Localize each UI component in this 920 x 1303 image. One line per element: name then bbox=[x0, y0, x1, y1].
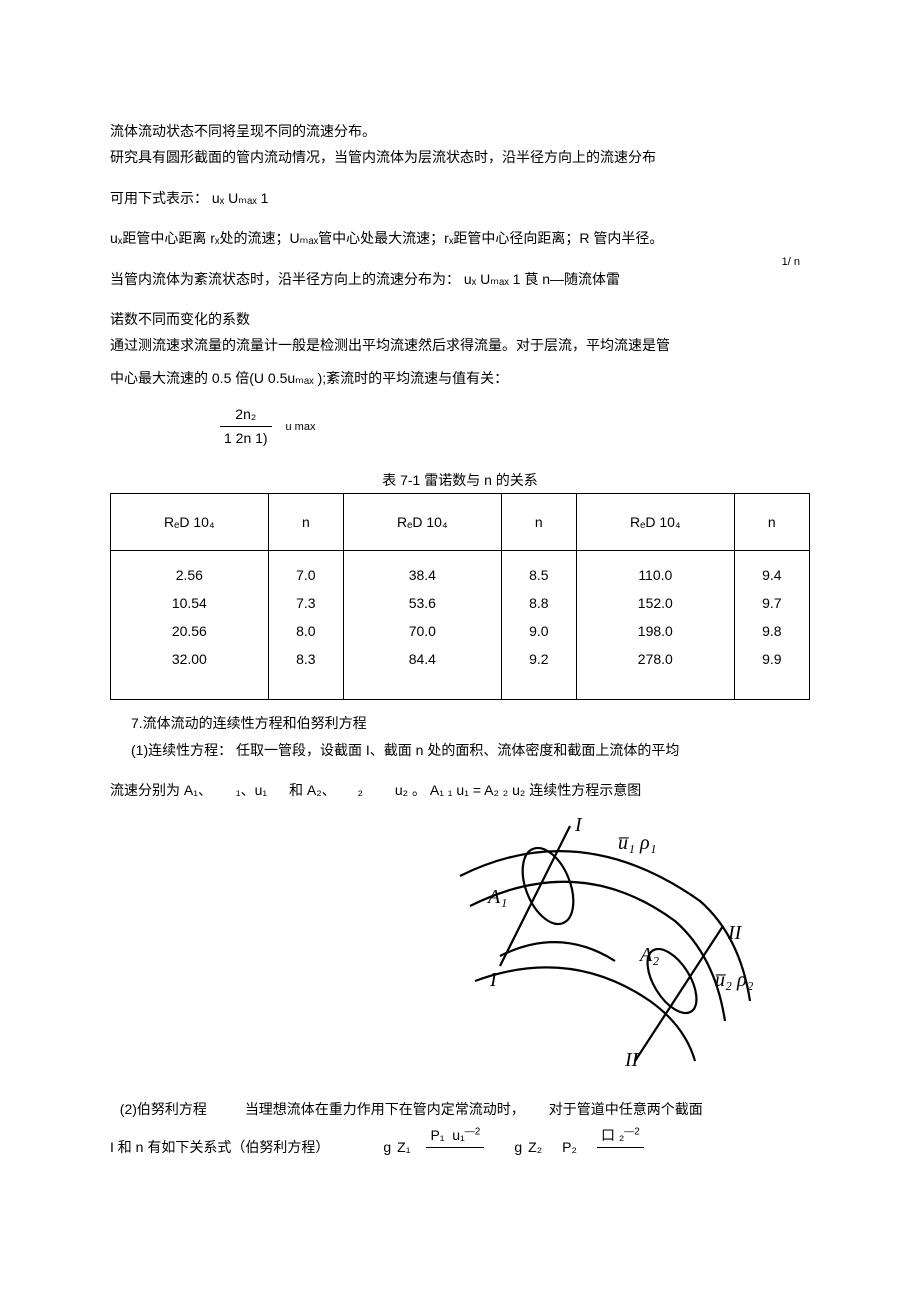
cont2-c: 和 A₂、 bbox=[289, 782, 336, 798]
para-5-formula: uₓ Uₘₐₓ 1 茛 n—随流体雷 bbox=[464, 271, 620, 287]
cell: 20.56 bbox=[172, 623, 207, 639]
cell: 84.4 bbox=[409, 651, 436, 667]
cell: 8.0 bbox=[296, 623, 315, 639]
eq-g1: g bbox=[383, 1136, 391, 1158]
cell: 9.7 bbox=[762, 595, 781, 611]
cell: 38.4 bbox=[409, 567, 436, 583]
eq-p1: P₁ bbox=[430, 1127, 444, 1143]
th-n-1: n bbox=[268, 494, 343, 551]
section-7-title: 7.流体流动的连续性方程和伯努利方程 bbox=[110, 712, 810, 734]
table-caption: 表 7-1 雷诺数与 n 的关系 bbox=[110, 469, 810, 491]
bern-a: (2)伯努利方程 bbox=[120, 1101, 207, 1117]
cell: 32.00 bbox=[172, 651, 207, 667]
eq-u1: u₁ bbox=[452, 1127, 465, 1143]
formula-num: 2n₂ bbox=[220, 403, 272, 426]
cell: 8.8 bbox=[529, 595, 548, 611]
th-red-2: RₑD 10₄ bbox=[343, 494, 501, 551]
cell: 278.0 bbox=[638, 651, 673, 667]
cont2-d: ₂ bbox=[358, 782, 363, 798]
label-A2: A₂ bbox=[638, 944, 659, 966]
para-5-pre: 当管内流体为紊流状态时，沿半径方向上的流速分布为： bbox=[110, 271, 460, 287]
eq-sup1: —2 bbox=[465, 1127, 481, 1138]
continuity-2: 流速分别为 A₁、 ₁、u₁ 和 A₂、 ₂ u₂ 。 A₁ ₁ u₁ = A₂… bbox=[110, 779, 810, 801]
label-A1: A₁ bbox=[486, 886, 507, 908]
para-5: 当管内流体为紊流状态时，沿半径方向上的流速分布为： uₓ Uₘₐₓ 1 茛 n—… bbox=[110, 268, 810, 290]
eq-z1: Z₁ bbox=[397, 1136, 410, 1158]
para-1: 流体流动状态不同将呈现不同的流速分布。 bbox=[110, 120, 810, 142]
label-II-bottom: II bbox=[624, 1049, 640, 1071]
continuity-diagram-wrap: I A₁ u̅₁ ρ₁ I A₂ II u̅₂ ρ₂ II bbox=[110, 811, 810, 1077]
cell: 70.0 bbox=[409, 623, 436, 639]
para-5-sup: 1/ n bbox=[782, 254, 800, 272]
eq-box2: 口 ₂ bbox=[601, 1127, 624, 1143]
cell: 10.54 bbox=[172, 595, 207, 611]
bern-eq-right: g Z₂ P₂ 口 ₂—2 bbox=[514, 1124, 643, 1170]
cell: 7.3 bbox=[296, 595, 315, 611]
cont2-a: 流速分别为 A₁、 bbox=[110, 782, 212, 798]
para-7: 通过测流速求流量的流量计一般是检测出平均流速然后求得流量。对于层流，平均流速是管 bbox=[110, 334, 810, 356]
cell: 9.0 bbox=[529, 623, 548, 639]
label-I-bottom: I bbox=[489, 969, 498, 991]
para-3-pre: 可用下式表示： bbox=[110, 190, 208, 206]
para-4: uₓ距管中心距离 rₓ处的流速；Uₘₐₓ管中心处最大流速；rₓ距管中心径向距离；… bbox=[110, 227, 810, 249]
bern-c: 对于管道中任意两个截面 bbox=[549, 1101, 703, 1117]
label-II-right: II bbox=[727, 922, 743, 944]
formula-den: 1 2n 1) bbox=[220, 427, 272, 449]
cont2-b: ₁、u₁ bbox=[236, 782, 267, 798]
cell: 2.56 bbox=[176, 567, 203, 583]
table-row: 2.56 10.54 20.56 32.00 7.0 7.3 8.0 8.3 38.4 53.… bbox=[111, 551, 810, 700]
label-I-top: I bbox=[574, 814, 583, 836]
reynolds-table: RₑD 10₄ n RₑD 10₄ n RₑD 10₄ n 2.5610.542… bbox=[110, 493, 810, 700]
cell: 110.0 bbox=[638, 567, 672, 583]
cont2-e: u₂ 。 A₁ ₁ u₁ = A₂ ₂ u₂ 连续性方程示意图 bbox=[395, 782, 641, 798]
para-8: 中心最大流速的 0.5 倍(U 0.5uₘₐₓ );紊流时的平均流速与值有关： bbox=[110, 367, 810, 389]
continuity-diagram: I A₁ u̅₁ ρ₁ I A₂ II u̅₂ ρ₂ II bbox=[440, 811, 770, 1071]
label-u1rho1: u̅₁ ρ₁ bbox=[618, 832, 657, 854]
eq-z2: Z₂ bbox=[528, 1136, 542, 1158]
bern-2a: I 和 n 有如下关系式（伯努利方程） bbox=[110, 1136, 329, 1158]
para-3-formula: uₓ Uₘₐₓ 1 bbox=[212, 190, 269, 206]
cell: 9.4 bbox=[762, 567, 781, 583]
bernoulli-1: (2)伯努利方程 当理想流体在重力作用下在管内定常流动时， 对于管道中任意两个截… bbox=[110, 1098, 810, 1120]
th-n-2: n bbox=[501, 494, 576, 551]
th-red-1: RₑD 10₄ bbox=[111, 494, 269, 551]
cell: 152.0 bbox=[638, 595, 673, 611]
para-6: 诺数不同而变化的系数 bbox=[110, 308, 810, 330]
eq-sup2: —2 bbox=[624, 1127, 640, 1138]
cell: 9.9 bbox=[762, 651, 781, 667]
eq-p2: P₂ bbox=[562, 1136, 577, 1158]
bern-b: 当理想流体在重力作用下在管内定常流动时， bbox=[245, 1101, 525, 1117]
cell: 9.2 bbox=[529, 651, 548, 667]
cell: 8.5 bbox=[529, 567, 548, 583]
cell: 9.8 bbox=[762, 623, 781, 639]
cell: 198.0 bbox=[638, 623, 673, 639]
cell: 7.0 bbox=[296, 567, 315, 583]
th-red-3: RₑD 10₄ bbox=[576, 494, 734, 551]
eq-g2: g bbox=[514, 1136, 522, 1158]
cell: 53.6 bbox=[409, 595, 436, 611]
bernoulli-2: I 和 n 有如下关系式（伯努利方程） gZ₁ P₁ u₁—2 gZ₂ P₂ 口… bbox=[110, 1124, 810, 1170]
formula-avg-velocity: 2n₂ 1 2n 1) u max bbox=[220, 403, 810, 449]
th-n-3: n bbox=[734, 494, 809, 551]
label-u2rho2: u̅₂ ρ₂ bbox=[715, 969, 754, 991]
bern-eq-left: g Z₁ P₁ u₁—2 bbox=[383, 1124, 484, 1170]
formula-tail: u max bbox=[285, 421, 315, 433]
para-2: 研究具有圆形截面的管内流动情况，当管内流体为层流状态时，沿半径方向上的流速分布 bbox=[110, 146, 810, 168]
para-3: 可用下式表示： uₓ Uₘₐₓ 1 bbox=[110, 187, 810, 209]
continuity-1: (1)连续性方程： 任取一管段，设截面 I、截面 n 处的面积、流体密度和截面上… bbox=[110, 739, 810, 761]
cell: 8.3 bbox=[296, 651, 315, 667]
